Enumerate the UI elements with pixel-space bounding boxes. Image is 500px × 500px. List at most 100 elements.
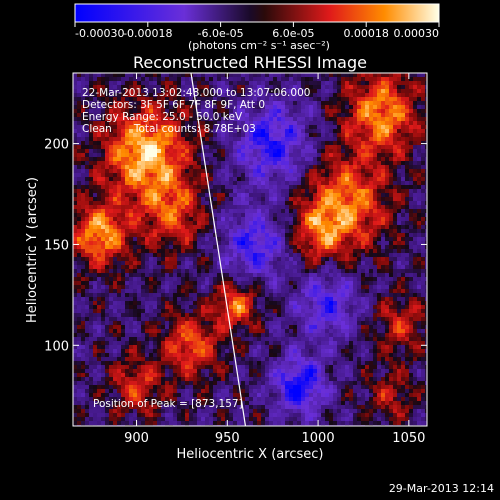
heatmap-cell xyxy=(425,201,427,206)
heatmap-cell xyxy=(293,269,298,274)
heatmap-cell xyxy=(77,245,82,250)
heatmap-cell xyxy=(133,281,138,286)
heatmap-cell xyxy=(329,197,334,202)
heatmap-cell xyxy=(161,181,166,186)
heatmap-cell xyxy=(377,177,382,182)
heatmap-cell xyxy=(373,221,378,226)
heatmap-cell xyxy=(93,137,98,142)
heatmap-cell xyxy=(93,77,98,82)
heatmap-cell xyxy=(405,233,410,238)
heatmap-cell xyxy=(305,81,310,86)
heatmap-cell xyxy=(177,157,182,162)
heatmap-cell xyxy=(405,221,410,226)
heatmap-cell xyxy=(205,109,210,114)
heatmap-cell xyxy=(365,185,370,190)
heatmap-cell xyxy=(365,129,370,134)
heatmap-cell xyxy=(85,137,90,142)
heatmap-cell xyxy=(353,189,358,194)
heatmap-cell xyxy=(297,261,302,266)
heatmap-cell xyxy=(237,97,242,102)
heatmap-cell xyxy=(261,265,266,270)
heatmap-cell xyxy=(153,273,158,278)
heatmap-cell xyxy=(329,109,334,114)
heatmap-cell xyxy=(313,201,318,206)
heatmap-cell xyxy=(337,201,342,206)
heatmap-cell xyxy=(97,265,102,270)
heatmap-cell xyxy=(277,165,282,170)
heatmap-cell xyxy=(281,201,286,206)
heatmap-cell xyxy=(81,137,86,142)
heatmap-cell xyxy=(333,245,338,250)
heatmap-cell xyxy=(265,201,270,206)
heatmap-cell xyxy=(337,237,342,242)
heatmap-cell xyxy=(205,73,210,78)
heatmap-cell xyxy=(105,93,110,98)
heatmap-cell xyxy=(349,209,354,214)
heatmap-cell xyxy=(141,217,146,222)
heatmap-cell xyxy=(125,181,130,186)
heatmap-cell xyxy=(193,141,198,146)
heatmap-cell xyxy=(205,285,210,290)
heatmap-cell xyxy=(293,249,298,254)
heatmap-cell xyxy=(149,213,154,218)
heatmap-cell xyxy=(417,217,422,222)
heatmap-cell xyxy=(329,237,334,242)
heatmap-cell xyxy=(377,269,382,274)
heatmap-cell xyxy=(173,137,178,142)
heatmap-cell xyxy=(89,97,94,102)
heatmap-cell xyxy=(117,197,122,202)
heatmap-cell xyxy=(125,257,130,262)
heatmap-cell xyxy=(249,209,254,214)
heatmap-cell xyxy=(285,85,290,90)
heatmap-cell xyxy=(77,109,82,114)
heatmap-cell xyxy=(401,193,406,198)
heatmap-cell xyxy=(81,193,86,198)
heatmap-cell xyxy=(345,253,350,258)
heatmap-cell xyxy=(149,229,154,234)
heatmap-cell xyxy=(321,281,326,286)
heatmap-cell xyxy=(121,77,126,82)
heatmap-cell xyxy=(177,249,182,254)
heatmap-cell xyxy=(213,141,218,146)
heatmap-cell xyxy=(305,265,310,270)
heatmap-cell xyxy=(409,229,414,234)
heatmap-cell xyxy=(417,133,422,138)
heatmap-cell xyxy=(253,213,258,218)
heatmap-cell xyxy=(241,93,246,98)
heatmap-cell xyxy=(153,197,158,202)
heatmap-cell xyxy=(425,85,427,90)
heatmap-cell xyxy=(201,265,206,270)
heatmap-cell xyxy=(341,253,346,258)
heatmap-cell xyxy=(169,73,174,78)
heatmap-cell xyxy=(381,77,386,82)
heatmap-cell xyxy=(129,249,134,254)
heatmap-cell xyxy=(313,261,318,266)
heatmap-cell xyxy=(361,293,366,298)
heatmap-cell xyxy=(313,141,318,146)
heatmap-cell xyxy=(189,217,194,222)
heatmap-cell xyxy=(261,129,266,134)
heatmap-cell xyxy=(121,269,126,274)
heatmap-cell xyxy=(293,197,298,202)
heatmap-cell xyxy=(337,105,342,110)
heatmap-cell xyxy=(129,181,134,186)
heatmap-cell xyxy=(85,269,90,274)
heatmap-cell xyxy=(77,173,82,178)
heatmap-cell xyxy=(269,261,274,266)
heatmap-cell xyxy=(157,149,162,154)
heatmap-cell xyxy=(373,161,378,166)
heatmap-cell xyxy=(221,273,226,278)
heatmap-cell xyxy=(289,169,294,174)
heatmap-cell xyxy=(369,281,374,286)
heatmap-cell xyxy=(325,261,330,266)
heatmap-cell xyxy=(261,133,266,138)
heatmap-cell xyxy=(213,189,218,194)
heatmap-cell xyxy=(225,289,230,294)
heatmap-cell xyxy=(393,217,398,222)
heatmap-cell xyxy=(381,205,386,210)
heatmap-cell xyxy=(237,73,242,78)
heatmap-cell xyxy=(249,293,254,298)
heatmap-cell xyxy=(277,217,282,222)
heatmap-cell xyxy=(145,161,150,166)
heatmap-cell xyxy=(221,233,226,238)
